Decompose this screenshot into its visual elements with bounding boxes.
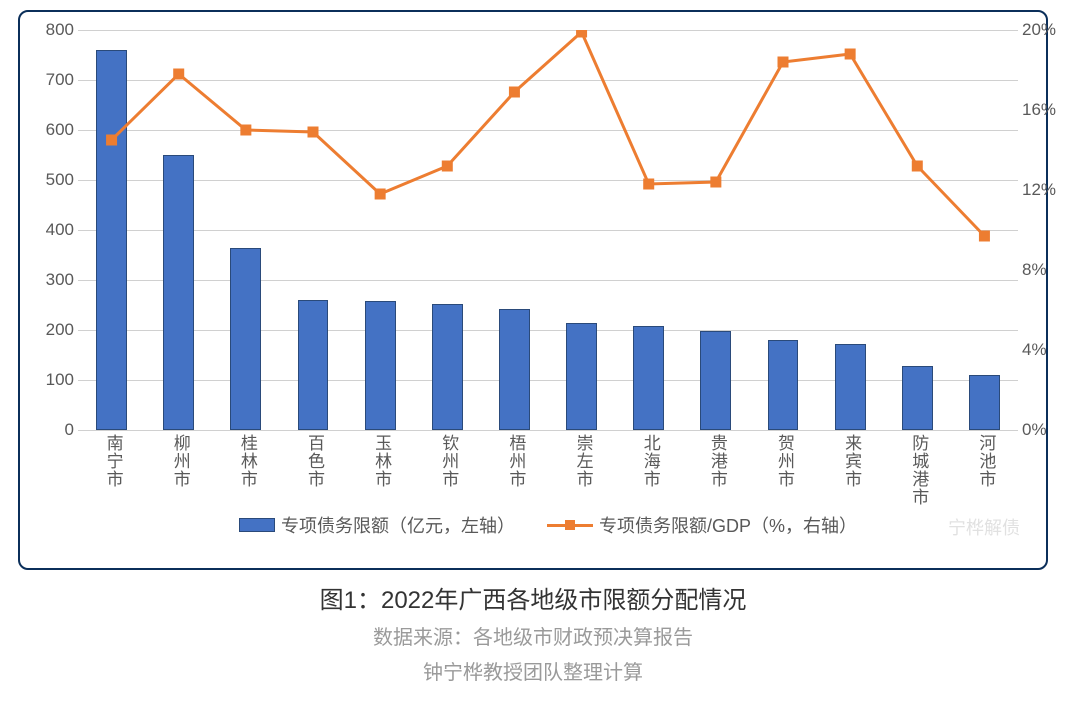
category-labels: 南宁市 柳州市 桂林市 百色市 玉林市 钦州市 梧州市 崇左市 北海市 贵港市 贺州市 来宾市 防城港市…: [78, 434, 1018, 510]
y-left-tick: 500: [14, 170, 74, 190]
category-label: 玉林市: [369, 434, 394, 488]
category-label: 钦州市: [436, 434, 461, 488]
page-root: 0 100 200 300 400 500 600 700 800 0% 4% 8% 12% 16% 20…: [0, 0, 1066, 706]
y-left-tick: 600: [14, 120, 74, 140]
grid-line: [78, 430, 1018, 431]
y-left-tick: 100: [14, 370, 74, 390]
bar: [96, 50, 127, 430]
bar: [969, 375, 1000, 430]
bar: [566, 323, 597, 431]
category-label: 北海市: [638, 434, 663, 488]
bar: [298, 300, 329, 430]
bar: [768, 340, 799, 430]
y-right-tick: 8%: [1022, 260, 1066, 280]
legend: 专项债务限额（亿元，左轴） 专项债务限额/GDP（%，右轴）: [78, 512, 1018, 538]
y-left-tick: 400: [14, 220, 74, 240]
legend-item-line: 专项债务限额/GDP（%，右轴）: [547, 512, 857, 538]
bar: [163, 155, 194, 430]
bar: [902, 366, 933, 430]
bar: [432, 304, 463, 430]
category-label: 崇左市: [571, 434, 596, 488]
plot-area: 0100200300400500600700800 0%4%8%12%16%20…: [78, 30, 1018, 430]
category-label: 贵港市: [705, 434, 730, 488]
category-label: 百色市: [302, 434, 327, 488]
legend-bar-label: 专项债务限额（亿元，左轴）: [281, 512, 515, 538]
legend-item-bar: 专项债务限额（亿元，左轴）: [239, 512, 515, 538]
category-label: 南宁市: [101, 434, 126, 488]
bar: [230, 248, 261, 431]
bar: [365, 301, 396, 430]
bar: [633, 326, 664, 430]
y-left-tick: 300: [14, 270, 74, 290]
category-label: 来宾市: [839, 434, 864, 488]
legend-line-label: 专项债务限额/GDP（%，右轴）: [599, 512, 857, 538]
y-right-tick: 0%: [1022, 420, 1066, 440]
bar: [835, 344, 866, 430]
y-left-tick: 700: [14, 70, 74, 90]
bars-layer: [78, 30, 1018, 430]
bar: [499, 309, 530, 431]
y-right-tick: 16%: [1022, 100, 1066, 120]
legend-bar-swatch-icon: [239, 518, 275, 532]
chart-frame: 0100200300400500600700800 0%4%8%12%16%20…: [18, 10, 1048, 570]
caption: 图1：2022年广西各地级市限额分配情况 数据来源：各地级市财政预决算报告 钟宁…: [18, 580, 1048, 685]
legend-line-swatch-icon: [547, 518, 593, 532]
category-label: 河池市: [973, 434, 998, 488]
y-right-tick: 12%: [1022, 180, 1066, 200]
category-label: 贺州市: [772, 434, 797, 488]
category-label: 防城港市: [906, 434, 931, 506]
caption-source-1: 数据来源：各地级市财政预决算报告: [18, 621, 1048, 650]
y-left-tick: 200: [14, 320, 74, 340]
y-left-tick: 0: [14, 420, 74, 440]
caption-title: 图1：2022年广西各地级市限额分配情况: [18, 580, 1048, 615]
category-label: 桂林市: [235, 434, 260, 488]
y-right-tick: 4%: [1022, 340, 1066, 360]
y-right-tick: 20%: [1022, 20, 1066, 40]
category-label: 梧州市: [503, 434, 528, 488]
category-label: 柳州市: [168, 434, 193, 488]
bar: [700, 331, 731, 430]
caption-source-2: 钟宁桦教授团队整理计算: [18, 656, 1048, 685]
y-left-tick: 800: [14, 20, 74, 40]
